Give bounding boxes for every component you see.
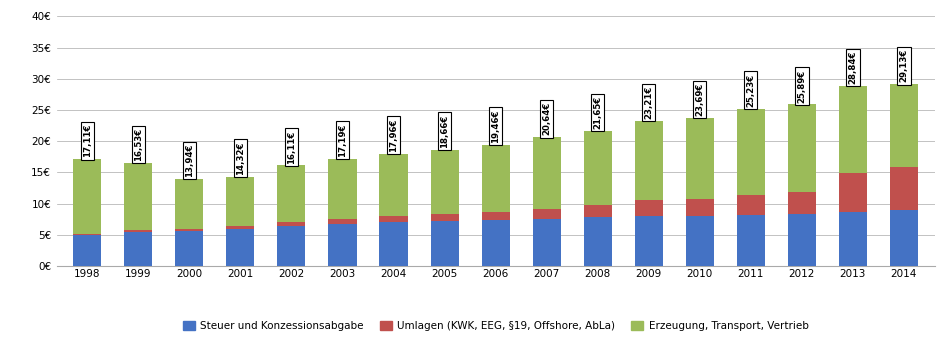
Bar xyxy=(430,221,459,266)
Bar xyxy=(227,229,255,266)
Text: 16,11€: 16,11€ xyxy=(287,130,295,164)
Text: 16,53€: 16,53€ xyxy=(134,128,143,161)
Bar xyxy=(379,222,408,266)
Bar xyxy=(788,104,816,192)
Bar xyxy=(481,212,510,220)
Bar xyxy=(227,226,255,229)
Bar xyxy=(125,232,152,266)
Bar xyxy=(736,108,765,195)
Bar xyxy=(839,212,867,266)
Bar xyxy=(532,209,561,219)
Bar xyxy=(278,226,306,266)
Bar xyxy=(532,219,561,266)
Bar xyxy=(736,216,765,266)
Text: 23,21€: 23,21€ xyxy=(644,86,653,119)
Text: 23,69€: 23,69€ xyxy=(696,83,704,116)
Bar xyxy=(278,165,306,222)
Bar xyxy=(430,150,459,213)
Bar xyxy=(634,121,663,201)
Bar xyxy=(74,159,101,234)
Bar xyxy=(176,179,203,228)
Bar xyxy=(583,205,612,217)
Bar xyxy=(74,235,101,266)
Bar xyxy=(379,154,408,216)
Bar xyxy=(329,219,357,224)
Bar xyxy=(329,159,357,219)
Bar xyxy=(329,224,357,266)
Bar xyxy=(736,195,765,216)
Bar xyxy=(430,213,459,221)
Text: 17,19€: 17,19€ xyxy=(338,123,347,157)
Text: 19,46€: 19,46€ xyxy=(491,109,500,143)
Bar xyxy=(685,216,714,266)
Bar xyxy=(481,145,510,212)
Bar xyxy=(532,137,561,209)
Bar xyxy=(379,216,408,222)
Text: 14,32€: 14,32€ xyxy=(236,141,244,175)
Text: 20,64€: 20,64€ xyxy=(542,102,551,135)
Bar xyxy=(839,86,867,173)
Bar xyxy=(685,118,714,198)
Bar xyxy=(788,214,816,266)
Text: 13,94€: 13,94€ xyxy=(185,144,194,177)
Bar xyxy=(890,84,918,167)
Text: 29,13€: 29,13€ xyxy=(900,49,908,83)
Bar xyxy=(890,167,918,210)
Bar xyxy=(634,216,663,266)
Bar xyxy=(74,234,101,235)
Text: 21,65€: 21,65€ xyxy=(593,96,602,129)
Bar xyxy=(176,231,203,266)
Text: 28,84€: 28,84€ xyxy=(849,51,857,84)
Text: 25,89€: 25,89€ xyxy=(798,69,806,103)
Bar xyxy=(176,228,203,231)
Bar xyxy=(634,201,663,216)
Text: 17,96€: 17,96€ xyxy=(389,119,398,152)
Text: 18,66€: 18,66€ xyxy=(440,114,449,148)
Bar xyxy=(278,222,306,226)
Bar xyxy=(890,210,918,266)
Bar xyxy=(125,163,152,230)
Bar xyxy=(685,198,714,216)
Bar xyxy=(583,131,612,205)
Legend: Steuer und Konzessionsabgabe, Umlagen (KWK, EEG, §19, Offshore, AbLa), Erzeugung: Steuer und Konzessionsabgabe, Umlagen (K… xyxy=(178,317,813,336)
Bar xyxy=(583,217,612,266)
Text: 25,23€: 25,23€ xyxy=(747,73,755,107)
Bar xyxy=(839,173,867,212)
Bar xyxy=(125,230,152,232)
Bar xyxy=(788,192,816,214)
Bar xyxy=(227,177,255,226)
Bar xyxy=(481,220,510,266)
Text: 17,11€: 17,11€ xyxy=(83,124,92,158)
